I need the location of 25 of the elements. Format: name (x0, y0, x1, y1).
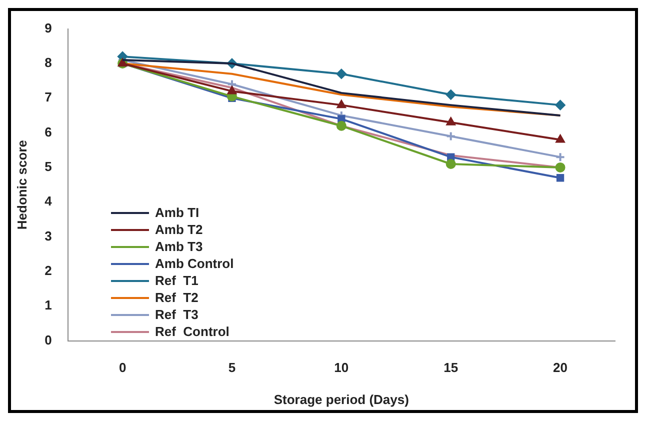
x-tick-label: 20 (553, 360, 568, 376)
legend-label: Ref T3 (155, 307, 198, 322)
x-tick-label: 15 (444, 360, 458, 376)
y-tick-label: 8 (44, 55, 52, 70)
legend-label: Amb TI (155, 205, 200, 220)
y-tick-label: 7 (44, 90, 52, 105)
y-tick-label: 5 (44, 159, 52, 174)
x-tick-label: 10 (334, 360, 349, 376)
legend-label: Ref T1 (155, 273, 198, 288)
y-axis-title: Hedonic score (14, 140, 30, 230)
y-tick-label: 4 (44, 194, 53, 209)
y-tick-label: 2 (44, 263, 52, 278)
y-tick-label: 6 (44, 124, 52, 140)
y-tick-label: 9 (44, 20, 52, 36)
y-tick-label: 3 (44, 228, 52, 244)
y-tick-label: 1 (44, 298, 52, 313)
legend-label: Amb Control (155, 256, 234, 271)
legend-label: Ref Control (155, 324, 230, 339)
legend-label: Amb T3 (155, 239, 203, 254)
x-tick-label: 5 (228, 360, 236, 376)
legend-label: Ref T2 (155, 290, 198, 305)
y-tick-label: 0 (44, 332, 52, 348)
x-tick-label: 0 (118, 360, 126, 376)
legend-label: Amb T2 (155, 222, 203, 237)
x-axis-title: Storage period (Days) (274, 392, 409, 407)
